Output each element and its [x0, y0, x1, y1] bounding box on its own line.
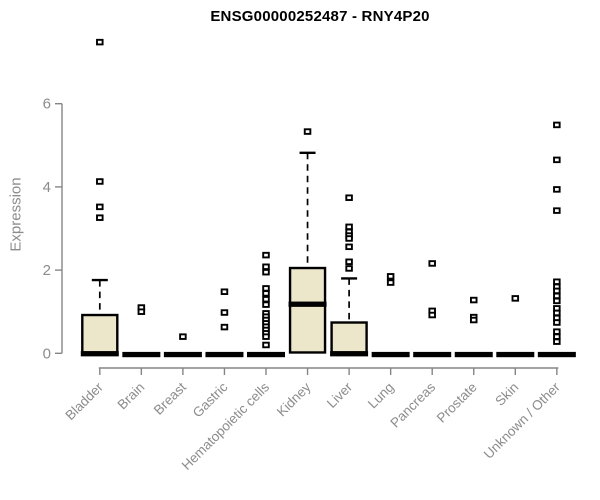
- outlier-point: [262, 295, 270, 303]
- collapsed-box-bar: [496, 351, 535, 358]
- outlier-point: [553, 333, 561, 340]
- collapsed-box-bar: [537, 351, 576, 358]
- x-category-label: Brain: [115, 380, 148, 413]
- outlier-point: [345, 265, 353, 272]
- collapsed-box-bar: [371, 351, 410, 358]
- outlier-point: [220, 323, 229, 331]
- outlier-point: [262, 341, 270, 349]
- x-category-label: Skin: [492, 380, 521, 409]
- x-category-label: Gastric: [190, 379, 231, 420]
- outlier-point: [96, 203, 104, 211]
- outlier-point: [96, 214, 104, 221]
- collapsed-box-bar: [122, 351, 161, 358]
- outlier-point: [553, 207, 561, 214]
- outlier-point: [262, 251, 270, 259]
- box-iqr: [81, 313, 119, 355]
- outlier-point: [553, 278, 561, 285]
- outlier-point: [553, 297, 561, 305]
- x-category-label: Breast: [151, 379, 189, 417]
- outlier-point: [428, 311, 436, 319]
- y-axis-label: Expression: [7, 177, 25, 252]
- outlier-point: [553, 328, 561, 335]
- outlier-point: [96, 38, 104, 46]
- y-tick-label: 4: [43, 179, 51, 196]
- outlier-point: [262, 290, 270, 297]
- outlier-point: [428, 260, 436, 267]
- x-category-label: Pancreas: [387, 379, 438, 430]
- outlier-point: [553, 309, 561, 317]
- median-bar: [288, 301, 327, 307]
- outlier-point: [553, 338, 561, 345]
- outlier-point: [262, 333, 270, 340]
- outlier-point: [470, 316, 478, 324]
- outlier-point: [470, 296, 478, 304]
- collapsed-box-bar: [247, 351, 285, 358]
- outlier-point: [220, 288, 229, 295]
- collapsed-box-bar: [163, 351, 202, 358]
- outlier-point: [553, 121, 561, 129]
- x-category-label: Liver: [324, 379, 356, 411]
- collapsed-box-bar: [413, 351, 452, 358]
- outlier-point: [553, 156, 561, 164]
- outlier-point: [345, 235, 353, 242]
- x-category-label: Prostate: [434, 380, 480, 426]
- outlier-point: [553, 292, 561, 300]
- outlier-point: [345, 194, 353, 201]
- box-iqr: [330, 321, 368, 355]
- collapsed-box-bar: [454, 351, 493, 358]
- x-category-label: Unknown / Other: [481, 379, 564, 462]
- outlier-point: [553, 319, 561, 326]
- y-tick-label: 0: [43, 345, 51, 362]
- outlier-point: [553, 287, 561, 295]
- outlier-point: [511, 295, 520, 302]
- outlier-point: [345, 243, 353, 251]
- outlier-point: [386, 279, 395, 286]
- chart-title: ENSG00000252487 - RNY4P20: [210, 8, 430, 25]
- outlier-point: [220, 309, 229, 316]
- median-bar: [80, 351, 119, 357]
- box-iqr: [288, 266, 327, 354]
- outlier-point: [262, 263, 270, 271]
- outlier-point: [386, 273, 395, 280]
- x-category-label: Kidney: [274, 379, 314, 419]
- collapsed-box-bar: [205, 351, 244, 358]
- outlier-point: [137, 308, 146, 315]
- outlier-point: [553, 186, 561, 193]
- y-tick-label: 2: [43, 262, 51, 279]
- outlier-point: [262, 285, 270, 292]
- x-category-label: Lung: [365, 380, 397, 412]
- outlier-point: [262, 301, 270, 308]
- outlier-point: [96, 178, 104, 185]
- outlier-point: [345, 223, 353, 231]
- outlier-point: [303, 128, 312, 135]
- median-bar: [330, 351, 369, 357]
- outlier-point: [262, 268, 270, 276]
- x-category-label: Bladder: [62, 379, 106, 423]
- outlier-point: [345, 258, 353, 266]
- y-tick-label: 6: [43, 96, 51, 113]
- outlier-point: [179, 333, 187, 340]
